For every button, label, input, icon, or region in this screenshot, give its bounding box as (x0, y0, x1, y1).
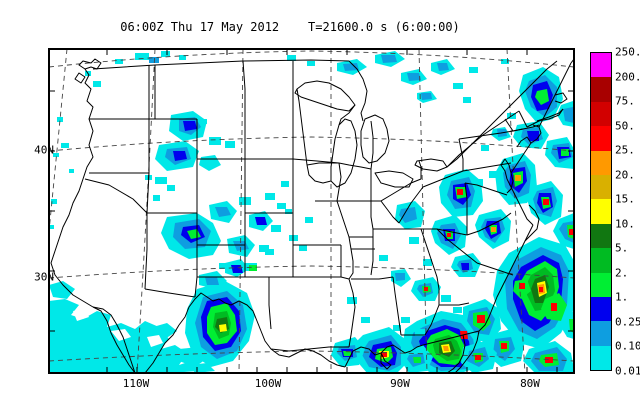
colorbar-band-3 (591, 126, 611, 150)
colorbar-tick-label-10: 1. (615, 291, 628, 304)
colorbar-tick-label-11: 0.25 (615, 315, 640, 328)
chart-title: 06:00Z Thu 17 May 2012 T=21600.0 s (6:00… (0, 20, 580, 34)
map-canvas (49, 49, 574, 373)
colorbar-tick-label-5: 20. (615, 168, 635, 181)
ytick-label-30n: 30N (34, 271, 54, 284)
colorbar (590, 52, 612, 371)
map-plot-area (48, 48, 575, 374)
colorbar-band-6 (591, 199, 611, 223)
colorbar-tick-label-13: 0.01 (615, 365, 640, 378)
colorbar-tick-label-9: 2. (615, 266, 628, 279)
colorbar-band-11 (591, 321, 611, 345)
colorbar-band-12 (591, 346, 611, 370)
xtick-label-80w: 80W (520, 377, 540, 390)
colorbar-tick-label-12: 0.10 (615, 340, 640, 353)
colorbar-band-9 (591, 273, 611, 297)
colorbar-band-8 (591, 248, 611, 272)
colorbar-band-1 (591, 77, 611, 101)
xtick-label-100w: 100W (255, 377, 282, 390)
colorbar-band-7 (591, 224, 611, 248)
precipitation-map-figure: 06:00Z Thu 17 May 2012 T=21600.0 s (6:00… (0, 0, 640, 400)
colorbar-band-2 (591, 102, 611, 126)
colorbar-tick-label-7: 10. (615, 217, 635, 230)
xtick-label-110w: 110W (123, 377, 150, 390)
colorbar-tick-label-6: 15. (615, 193, 635, 206)
colorbar-band-0 (591, 53, 611, 77)
colorbar-tick-label-8: 5. (615, 242, 628, 255)
xtick-label-90w: 90W (390, 377, 410, 390)
colorbar-band-4 (591, 151, 611, 175)
colorbar-tick-label-0: 250. (615, 46, 640, 59)
colorbar-tick-label-2: 75. (615, 95, 635, 108)
colorbar-tick-label-3: 50. (615, 119, 635, 132)
colorbar-band-10 (591, 297, 611, 321)
colorbar-tick-label-1: 200. (615, 70, 640, 83)
ytick-label-40n: 40N (34, 144, 54, 157)
colorbar-band-5 (591, 175, 611, 199)
colorbar-tick-label-4: 25. (615, 144, 635, 157)
